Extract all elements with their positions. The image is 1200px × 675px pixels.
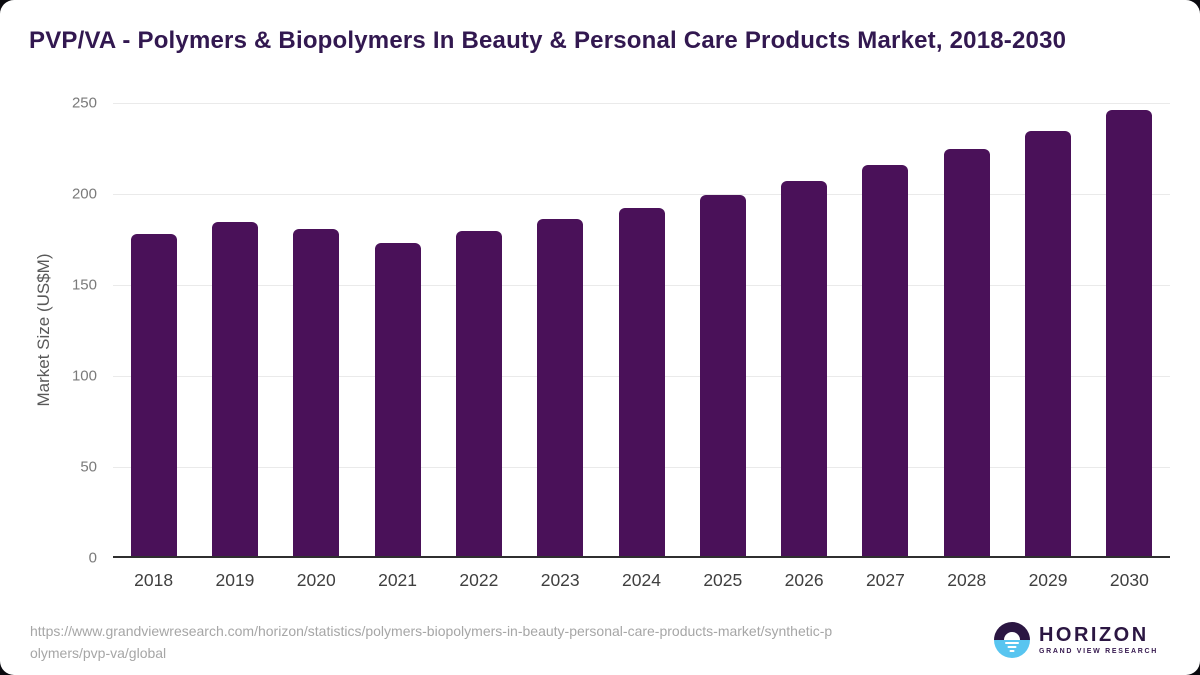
bar-2021: [374, 243, 421, 557]
bar-2022: [455, 231, 502, 557]
bar-2028: [943, 148, 990, 557]
x-tick-label-2023: 2023: [540, 570, 580, 590]
bar-2029: [1025, 131, 1072, 557]
y-tick-label-150: 150: [71, 276, 97, 294]
y-tick-label-200: 200: [71, 185, 97, 203]
horizon-sun-icon: [993, 622, 1030, 658]
logo-brand-name: HORIZON: [1038, 624, 1149, 646]
y-tick-label-50: 50: [80, 458, 97, 476]
sun-reflection-line: [1009, 650, 1015, 652]
source-url: https://www.grandviewresearch.com/horizo…: [30, 620, 960, 664]
sun-reflection-line: [1004, 642, 1019, 644]
x-tick-label-2022: 2022: [459, 570, 499, 590]
x-axis-baseline: [113, 556, 1170, 558]
x-tick-label-2024: 2024: [622, 570, 661, 590]
bar-2019: [211, 222, 258, 557]
bar-2025: [699, 194, 746, 557]
source-url-line-2: olymers/pvp-va/global: [30, 645, 167, 661]
horizon-logo: HORIZON GRAND VIEW RESEARCH: [993, 622, 1158, 658]
bar-2024: [618, 207, 665, 557]
x-tick-label-2025: 2025: [703, 570, 743, 590]
x-tick-label-2026: 2026: [784, 570, 824, 590]
bar-2027: [862, 164, 909, 557]
x-tick-label-2019: 2019: [215, 570, 255, 590]
y-gridline-200: [113, 193, 1170, 195]
bar-2020: [293, 228, 340, 557]
bar-2030: [1106, 110, 1153, 557]
logo-sub-brand: GRAND VIEW RESEARCH: [1038, 648, 1158, 655]
sun-glyph: [1003, 632, 1020, 640]
x-tick-label-2028: 2028: [947, 570, 987, 590]
x-tick-label-2029: 2029: [1028, 570, 1068, 590]
y-tick-label-0: 0: [88, 549, 97, 567]
footer: https://www.grandviewresearch.com/horizo…: [0, 613, 1200, 675]
x-tick-label-2018: 2018: [134, 570, 174, 590]
logo-text: HORIZON GRAND VIEW RESEARCH: [1039, 625, 1158, 655]
y-tick-label-250: 250: [71, 94, 97, 112]
source-url-line-1: https://www.grandviewresearch.com/horizo…: [30, 623, 833, 639]
chart-title: PVP/VA - Polymers & Biopolymers In Beaut…: [29, 27, 1067, 54]
x-tick-label-2030: 2030: [1109, 570, 1149, 590]
bar-2018: [130, 234, 177, 557]
y-gridline-250: [113, 102, 1170, 104]
x-tick-label-2020: 2020: [296, 570, 336, 590]
x-tick-label-2021: 2021: [378, 570, 418, 590]
x-tick-label-2027: 2027: [865, 570, 905, 590]
bar-2023: [537, 219, 584, 557]
sun-reflection-line: [1007, 646, 1017, 648]
y-tick-label-100: 100: [71, 367, 97, 385]
plot-area: 0 50 100 150 200 250 2018 2019 2020 2021 2022 2023 2…: [72, 95, 1170, 590]
bar-2026: [781, 181, 828, 557]
